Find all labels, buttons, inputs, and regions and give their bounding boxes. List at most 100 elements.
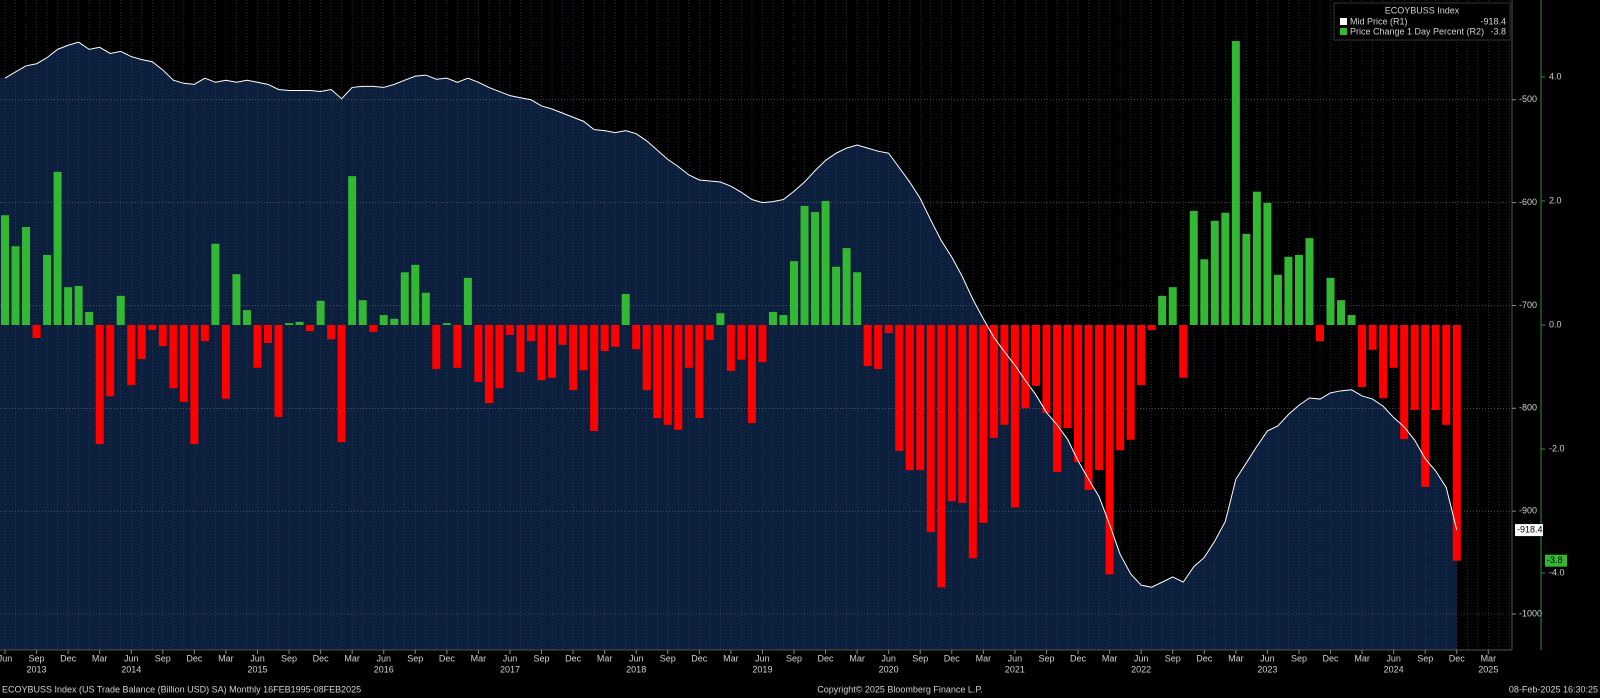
- bar: [1400, 325, 1409, 440]
- bar: [958, 325, 967, 504]
- x-tick-label: Sep: [660, 653, 676, 663]
- y2-tick-label: 2.0: [1549, 195, 1562, 205]
- x-tick-label: Sep: [155, 653, 171, 663]
- bar: [863, 325, 872, 366]
- legend-value: -3.8: [1490, 26, 1506, 36]
- bar: [1242, 233, 1251, 325]
- bar: [1126, 325, 1135, 440]
- x-tick-label: Mar: [1481, 653, 1497, 663]
- bar: [1000, 325, 1009, 425]
- x-tick-label: Jun: [124, 653, 139, 663]
- bar: [432, 325, 441, 370]
- y2-tick-label: 4.0: [1549, 71, 1562, 81]
- bar: [179, 325, 188, 402]
- x-tick-label: Jun: [629, 653, 644, 663]
- x-tick-label: Jun: [250, 653, 265, 663]
- bar: [1042, 325, 1051, 414]
- bar: [148, 325, 157, 330]
- y-tick-label: -900: [1519, 506, 1537, 516]
- x-tick-label: Dec: [1449, 653, 1466, 663]
- bar: [232, 274, 241, 325]
- y2-tick-label: 0.0: [1549, 319, 1562, 329]
- bar: [842, 248, 851, 325]
- bar: [968, 325, 977, 559]
- y-tick-label: -600: [1519, 197, 1537, 207]
- x-tick-label: Mar: [471, 653, 487, 663]
- bar: [726, 325, 735, 371]
- x-year-label: 2022: [1131, 664, 1151, 674]
- x-tick-label: Mar: [723, 653, 739, 663]
- bar: [916, 325, 925, 471]
- bar: [22, 227, 31, 325]
- bar: [1063, 325, 1072, 428]
- bar: [1389, 325, 1398, 368]
- bar: [569, 325, 578, 391]
- bar: [1095, 325, 1104, 471]
- bar: [853, 272, 862, 325]
- x-tick-label: Dec: [565, 653, 582, 663]
- x-tick-label: Mar: [976, 653, 992, 663]
- bar: [306, 325, 315, 332]
- bar: [1284, 256, 1293, 325]
- x-year-label: 2015: [247, 664, 267, 674]
- x-tick-label: Sep: [281, 653, 297, 663]
- bar: [190, 325, 199, 445]
- y-tick-label: -500: [1519, 94, 1537, 104]
- x-year-label: 2019: [752, 664, 772, 674]
- bar: [242, 310, 251, 325]
- bar: [684, 325, 693, 368]
- bar: [1431, 325, 1440, 410]
- bar: [663, 325, 672, 425]
- x-year-label: 2017: [500, 664, 520, 674]
- line: [4, 41, 1458, 588]
- legend-title: ECOYBUSS Index: [1385, 5, 1460, 15]
- bar: [653, 325, 662, 419]
- bar: [800, 205, 809, 325]
- bar: [821, 200, 830, 325]
- bar: [716, 313, 725, 325]
- bar: [1105, 325, 1114, 575]
- x-year-label: 2021: [1005, 664, 1025, 674]
- bar: [695, 325, 704, 419]
- bar: [116, 295, 125, 325]
- bar: [632, 325, 641, 350]
- bar: [1221, 212, 1230, 325]
- bar: [411, 264, 420, 325]
- bar: [1, 215, 9, 325]
- plot-area: [0, 0, 1512, 651]
- bar: [1158, 295, 1167, 325]
- x-tick-label: Dec: [1323, 653, 1340, 663]
- x-tick-label: Dec: [313, 653, 330, 663]
- bar: [548, 325, 557, 378]
- bar: [590, 325, 599, 432]
- x-tick-label: Mar: [344, 653, 360, 663]
- bar: [1168, 287, 1177, 325]
- bar: [527, 325, 535, 342]
- x-tick-label: Mar: [1354, 653, 1370, 663]
- legend-swatch: [1340, 28, 1347, 35]
- x-year-label: 2013: [27, 664, 47, 674]
- x-tick-label: Dec: [60, 653, 77, 663]
- bar: [390, 318, 399, 325]
- bar: [937, 325, 946, 588]
- footer-left: ECOYBUSS Index (US Trade Balance (Billio…: [2, 684, 361, 694]
- bar: [253, 325, 262, 368]
- x-year-label: 2014: [121, 664, 141, 674]
- x-tick-label: Dec: [1196, 653, 1213, 663]
- x-tick-label: Jun: [503, 653, 518, 663]
- x-tick-label: Sep: [786, 653, 802, 663]
- bar: [947, 325, 956, 502]
- x-tick-label: Sep: [407, 653, 423, 663]
- bar: [1189, 210, 1198, 325]
- bar: [600, 325, 609, 352]
- bar: [989, 325, 998, 438]
- bar: [1421, 325, 1430, 487]
- x-tick-label: Sep: [534, 653, 550, 663]
- value-tag: [1545, 554, 1567, 567]
- x-tick-label: Sep: [912, 653, 928, 663]
- bar: [400, 272, 409, 325]
- bar: [579, 325, 588, 371]
- bar: [516, 325, 525, 373]
- x-tick-label: Dec: [818, 653, 835, 663]
